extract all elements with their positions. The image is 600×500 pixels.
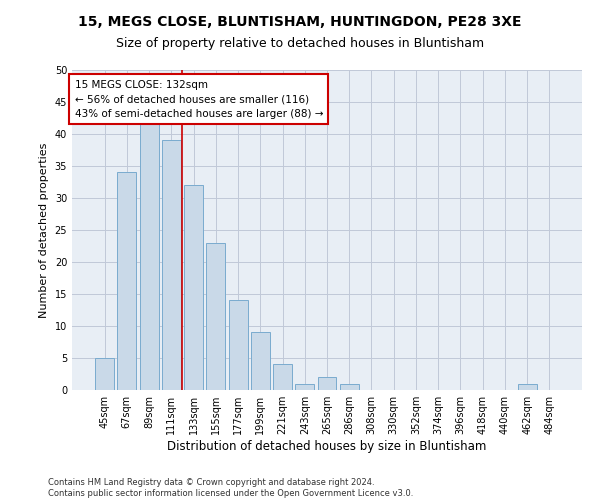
Text: Size of property relative to detached houses in Bluntisham: Size of property relative to detached ho… <box>116 38 484 51</box>
Y-axis label: Number of detached properties: Number of detached properties <box>39 142 49 318</box>
Bar <box>206 243 225 390</box>
Bar <box>518 384 536 390</box>
Bar <box>295 384 314 390</box>
Text: Contains HM Land Registry data © Crown copyright and database right 2024.
Contai: Contains HM Land Registry data © Crown c… <box>48 478 413 498</box>
Text: 15 MEGS CLOSE: 132sqm
← 56% of detached houses are smaller (116)
43% of semi-det: 15 MEGS CLOSE: 132sqm ← 56% of detached … <box>74 80 323 119</box>
Bar <box>184 185 203 390</box>
X-axis label: Distribution of detached houses by size in Bluntisham: Distribution of detached houses by size … <box>167 440 487 453</box>
Bar <box>162 140 181 390</box>
Bar <box>340 384 359 390</box>
Text: 15, MEGS CLOSE, BLUNTISHAM, HUNTINGDON, PE28 3XE: 15, MEGS CLOSE, BLUNTISHAM, HUNTINGDON, … <box>78 15 522 29</box>
Bar <box>118 172 136 390</box>
Bar <box>273 364 292 390</box>
Bar <box>140 121 158 390</box>
Bar <box>251 332 270 390</box>
Bar <box>317 377 337 390</box>
Bar <box>229 300 248 390</box>
Bar <box>95 358 114 390</box>
